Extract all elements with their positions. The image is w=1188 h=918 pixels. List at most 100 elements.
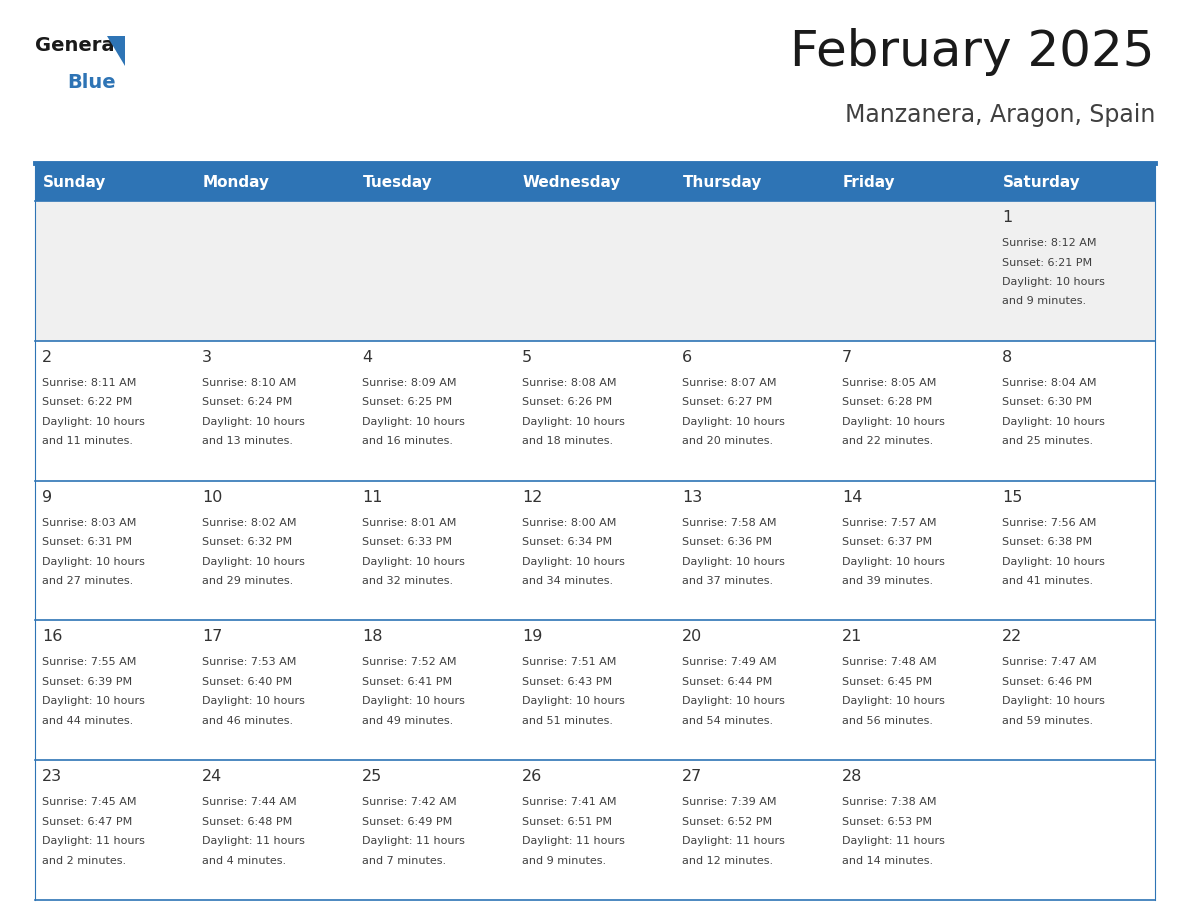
Text: and 14 minutes.: and 14 minutes.	[842, 856, 933, 866]
Text: Daylight: 10 hours: Daylight: 10 hours	[522, 417, 625, 427]
Text: Sunset: 6:49 PM: Sunset: 6:49 PM	[362, 817, 453, 827]
Text: 28: 28	[842, 769, 862, 784]
Text: and 46 minutes.: and 46 minutes.	[202, 716, 293, 726]
Text: Sunrise: 8:10 AM: Sunrise: 8:10 AM	[202, 378, 296, 387]
Text: and 18 minutes.: and 18 minutes.	[522, 436, 613, 446]
Text: Sunset: 6:38 PM: Sunset: 6:38 PM	[1001, 537, 1092, 547]
Text: Sunset: 6:40 PM: Sunset: 6:40 PM	[202, 677, 292, 687]
Text: Wednesday: Wednesday	[523, 174, 621, 189]
Text: Sunrise: 7:52 AM: Sunrise: 7:52 AM	[362, 657, 456, 667]
Text: Tuesday: Tuesday	[364, 174, 432, 189]
Text: Sunrise: 8:11 AM: Sunrise: 8:11 AM	[42, 378, 137, 387]
Text: Daylight: 11 hours: Daylight: 11 hours	[42, 836, 145, 846]
Text: Friday: Friday	[843, 174, 896, 189]
Text: Sunset: 6:51 PM: Sunset: 6:51 PM	[522, 817, 612, 827]
Text: Daylight: 10 hours: Daylight: 10 hours	[362, 697, 465, 706]
Text: Daylight: 10 hours: Daylight: 10 hours	[362, 556, 465, 566]
Text: Sunrise: 8:07 AM: Sunrise: 8:07 AM	[682, 378, 777, 387]
Text: 26: 26	[522, 769, 542, 784]
Text: Daylight: 10 hours: Daylight: 10 hours	[202, 417, 305, 427]
Text: Daylight: 10 hours: Daylight: 10 hours	[1001, 277, 1105, 287]
Text: Daylight: 10 hours: Daylight: 10 hours	[42, 417, 145, 427]
Text: and 59 minutes.: and 59 minutes.	[1001, 716, 1093, 726]
Text: 9: 9	[42, 489, 52, 505]
Text: Daylight: 10 hours: Daylight: 10 hours	[202, 697, 305, 706]
Bar	[34, 760, 1155, 900]
Text: Sunrise: 8:09 AM: Sunrise: 8:09 AM	[362, 378, 456, 387]
Text: Sunrise: 7:38 AM: Sunrise: 7:38 AM	[842, 797, 936, 807]
Text: Sunset: 6:46 PM: Sunset: 6:46 PM	[1001, 677, 1092, 687]
Text: 7: 7	[842, 350, 852, 364]
Text: 18: 18	[362, 630, 383, 644]
Text: 17: 17	[202, 630, 222, 644]
Text: Sunrise: 7:48 AM: Sunrise: 7:48 AM	[842, 657, 936, 667]
Text: 8: 8	[1001, 350, 1012, 364]
Text: General: General	[34, 36, 121, 55]
Bar	[34, 341, 1155, 481]
Text: Daylight: 10 hours: Daylight: 10 hours	[522, 697, 625, 706]
Text: Sunrise: 8:02 AM: Sunrise: 8:02 AM	[202, 518, 297, 528]
Text: Daylight: 10 hours: Daylight: 10 hours	[522, 556, 625, 566]
Text: Sunrise: 7:57 AM: Sunrise: 7:57 AM	[842, 518, 936, 528]
Text: and 12 minutes.: and 12 minutes.	[682, 856, 773, 866]
Text: Sunrise: 8:00 AM: Sunrise: 8:00 AM	[522, 518, 617, 528]
Text: Daylight: 11 hours: Daylight: 11 hours	[522, 836, 625, 846]
Text: Sunset: 6:36 PM: Sunset: 6:36 PM	[682, 537, 772, 547]
Text: Sunrise: 8:03 AM: Sunrise: 8:03 AM	[42, 518, 137, 528]
Text: and 20 minutes.: and 20 minutes.	[682, 436, 773, 446]
Text: 24: 24	[202, 769, 222, 784]
Text: 15: 15	[1001, 489, 1023, 505]
Text: Sunrise: 7:58 AM: Sunrise: 7:58 AM	[682, 518, 777, 528]
Text: and 41 minutes.: and 41 minutes.	[1001, 577, 1093, 586]
Text: Sunrise: 7:44 AM: Sunrise: 7:44 AM	[202, 797, 297, 807]
Text: and 49 minutes.: and 49 minutes.	[362, 716, 454, 726]
Text: Sunrise: 8:05 AM: Sunrise: 8:05 AM	[842, 378, 936, 387]
Text: Sunset: 6:30 PM: Sunset: 6:30 PM	[1001, 397, 1092, 408]
Text: and 7 minutes.: and 7 minutes.	[362, 856, 447, 866]
Text: Monday: Monday	[203, 174, 270, 189]
Text: Sunset: 6:53 PM: Sunset: 6:53 PM	[842, 817, 933, 827]
Text: Sunrise: 7:51 AM: Sunrise: 7:51 AM	[522, 657, 617, 667]
Bar	[34, 481, 1155, 621]
Text: and 22 minutes.: and 22 minutes.	[842, 436, 934, 446]
Text: 21: 21	[842, 630, 862, 644]
Text: and 34 minutes.: and 34 minutes.	[522, 577, 613, 586]
Text: Sunrise: 8:08 AM: Sunrise: 8:08 AM	[522, 378, 617, 387]
Text: 19: 19	[522, 630, 543, 644]
Text: 11: 11	[362, 489, 383, 505]
Text: Sunset: 6:27 PM: Sunset: 6:27 PM	[682, 397, 772, 408]
Text: Daylight: 11 hours: Daylight: 11 hours	[842, 836, 944, 846]
Text: Daylight: 10 hours: Daylight: 10 hours	[1001, 697, 1105, 706]
Text: and 4 minutes.: and 4 minutes.	[202, 856, 286, 866]
Text: Daylight: 10 hours: Daylight: 10 hours	[842, 417, 944, 427]
Text: Daylight: 10 hours: Daylight: 10 hours	[1001, 417, 1105, 427]
Polygon shape	[107, 36, 125, 66]
Text: Daylight: 10 hours: Daylight: 10 hours	[362, 417, 465, 427]
Text: and 9 minutes.: and 9 minutes.	[1001, 297, 1086, 307]
Text: Sunrise: 7:45 AM: Sunrise: 7:45 AM	[42, 797, 137, 807]
Text: Sunrise: 8:12 AM: Sunrise: 8:12 AM	[1001, 238, 1097, 248]
Text: and 39 minutes.: and 39 minutes.	[842, 577, 933, 586]
Text: Sunset: 6:45 PM: Sunset: 6:45 PM	[842, 677, 933, 687]
Bar	[34, 201, 1155, 341]
Bar	[34, 163, 1155, 201]
Text: 5: 5	[522, 350, 532, 364]
Text: 27: 27	[682, 769, 702, 784]
Text: and 37 minutes.: and 37 minutes.	[682, 577, 773, 586]
Text: 10: 10	[202, 489, 222, 505]
Text: Daylight: 10 hours: Daylight: 10 hours	[682, 417, 785, 427]
Text: 1: 1	[1001, 210, 1012, 225]
Text: 3: 3	[202, 350, 211, 364]
Text: and 9 minutes.: and 9 minutes.	[522, 856, 606, 866]
Text: and 11 minutes.: and 11 minutes.	[42, 436, 133, 446]
Text: Sunrise: 7:42 AM: Sunrise: 7:42 AM	[362, 797, 456, 807]
Text: Sunset: 6:34 PM: Sunset: 6:34 PM	[522, 537, 612, 547]
Text: 6: 6	[682, 350, 693, 364]
Text: and 16 minutes.: and 16 minutes.	[362, 436, 453, 446]
Text: Sunset: 6:26 PM: Sunset: 6:26 PM	[522, 397, 612, 408]
Text: Sunset: 6:44 PM: Sunset: 6:44 PM	[682, 677, 772, 687]
Text: Sunset: 6:21 PM: Sunset: 6:21 PM	[1001, 258, 1092, 267]
Text: Sunset: 6:39 PM: Sunset: 6:39 PM	[42, 677, 132, 687]
Text: Sunset: 6:25 PM: Sunset: 6:25 PM	[362, 397, 453, 408]
Text: 4: 4	[362, 350, 372, 364]
